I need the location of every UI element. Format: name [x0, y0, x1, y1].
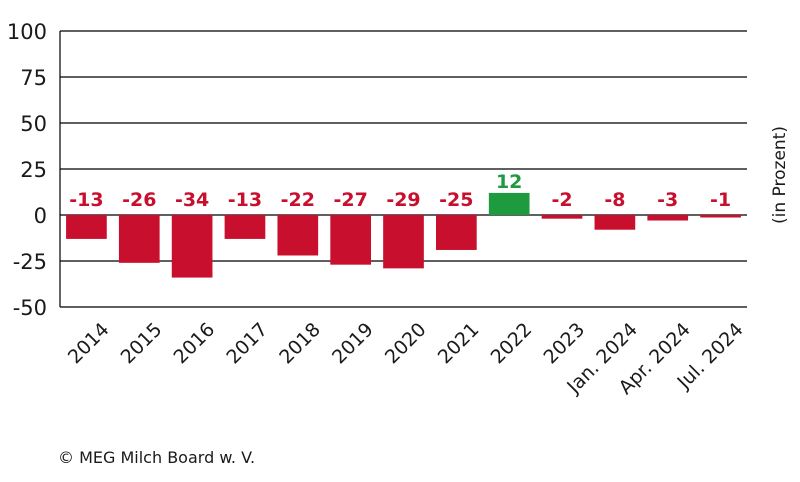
- bar-2018: [277, 215, 319, 256]
- x-axis-categories: 2014 2015 2016 2017 2018 2019 2020 2021 2022 2023…: [64, 319, 748, 399]
- data-label: -22: [281, 189, 315, 211]
- data-label: -13: [69, 189, 103, 211]
- data-label: -8: [604, 189, 625, 211]
- y-tick-label: 100: [7, 20, 47, 44]
- y-tick-label: 75: [20, 66, 47, 90]
- bar-2019: [330, 215, 371, 265]
- x-category-label: 2015: [117, 319, 167, 369]
- source-note: © MEG Milch Board w. V.: [58, 448, 256, 467]
- bar-jan-2024: [594, 215, 636, 230]
- x-category-label: 2016: [170, 319, 220, 369]
- data-label: -26: [122, 189, 156, 211]
- bar-2022: [488, 192, 530, 215]
- bar-2023: [541, 215, 583, 219]
- data-label: -27: [333, 189, 367, 211]
- y-axis-ticks: 100 75 50 25 0 -25 -50: [7, 20, 47, 320]
- x-category-label: 2020: [381, 319, 431, 369]
- bar-jul-2024: [700, 215, 741, 218]
- data-labels: -13 -26 -34 -13 -22 -27 -29 -25 12 -2 -8 -3 -1: [69, 171, 731, 211]
- data-label: 12: [496, 171, 522, 193]
- x-category-label: 2018: [275, 319, 325, 369]
- bar-2014: [66, 215, 107, 239]
- unit-label: (in Prozent): [770, 126, 790, 224]
- y-tick-label: -50: [13, 296, 47, 320]
- x-category-label: 2014: [64, 319, 114, 369]
- data-label: -13: [228, 189, 262, 211]
- x-category-label: 2022: [487, 319, 537, 369]
- bar-2021: [436, 215, 477, 250]
- x-category-label: 2017: [222, 319, 272, 369]
- bar-2016: [171, 215, 213, 278]
- data-label: -29: [386, 189, 420, 211]
- data-label: -3: [657, 189, 678, 211]
- x-category-label: 2019: [328, 319, 378, 369]
- x-category-label: 2023: [539, 319, 589, 369]
- y-tick-label: 25: [20, 158, 47, 182]
- data-label: -25: [439, 189, 473, 211]
- x-category-label: 2021: [434, 319, 484, 369]
- bar-apr-2024: [647, 215, 689, 221]
- y-tick-label: 0: [34, 204, 47, 228]
- data-label: -34: [175, 189, 209, 211]
- data-label: -2: [551, 189, 572, 211]
- y-tick-label: -25: [13, 250, 47, 274]
- data-label: -1: [710, 189, 731, 211]
- y-tick-label: 50: [20, 112, 47, 136]
- bar-2020: [383, 215, 424, 269]
- bar-2015: [118, 215, 160, 263]
- bars: [66, 192, 741, 278]
- bar-2017: [224, 215, 266, 239]
